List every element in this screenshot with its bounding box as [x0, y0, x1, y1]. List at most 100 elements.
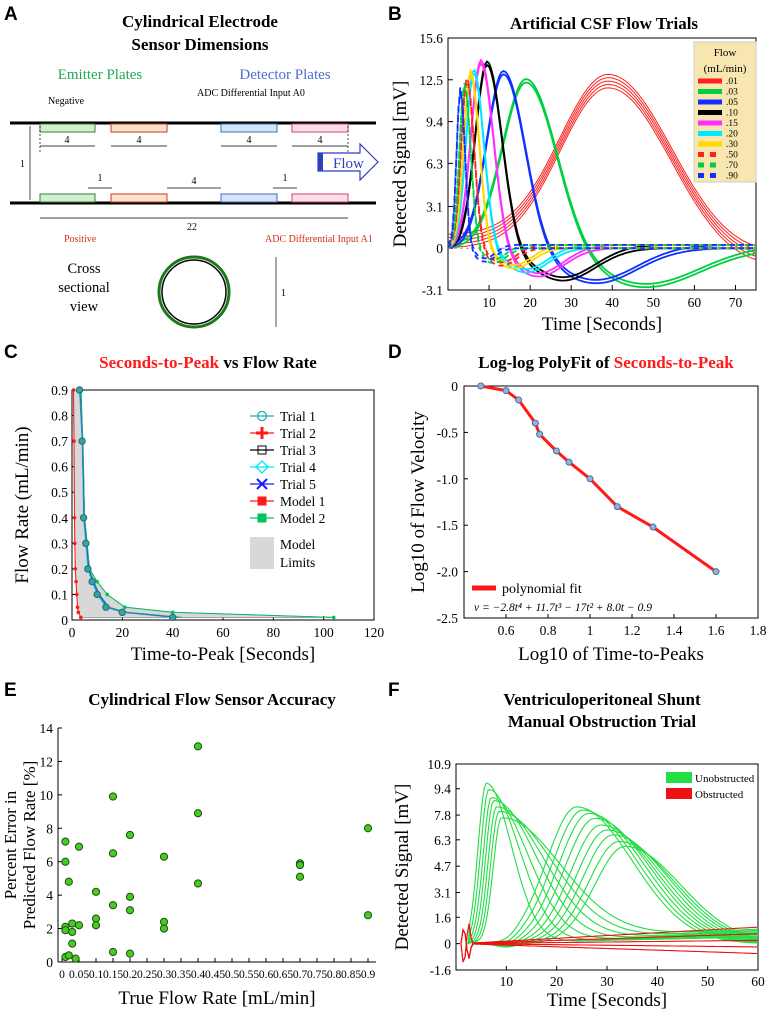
- data-point: [108, 849, 118, 858]
- x-tick-label: 10: [482, 295, 496, 310]
- model-1-point: [79, 615, 83, 620]
- detector-plates-label: Detector Plates: [239, 67, 330, 83]
- data-point: [536, 430, 544, 438]
- data-point: [552, 447, 560, 455]
- data-point: [61, 837, 70, 846]
- legend-limits-swatch: [250, 537, 274, 569]
- y-tick-label: 15.6: [419, 31, 443, 46]
- cross-label-1: Cross: [67, 261, 100, 277]
- data-point: [68, 939, 77, 948]
- y-tick-label: -1.5: [437, 518, 459, 533]
- y-tick-label: 8: [46, 821, 53, 836]
- data-point: [61, 857, 70, 866]
- x-tick-label: 0.35: [171, 969, 191, 981]
- data-point: [586, 475, 594, 483]
- flow-arrow: Flow: [317, 142, 379, 182]
- model-1-point: [72, 515, 77, 520]
- y-tick-label: 0: [61, 613, 68, 628]
- dimension-lines: [29, 126, 349, 219]
- panel-e-label: E: [4, 680, 17, 701]
- trial-point: [82, 539, 90, 548]
- dim-4-gap: 4: [192, 176, 197, 187]
- data-point: [108, 947, 118, 957]
- positive-label: Positive: [64, 234, 97, 245]
- x-tick-label: 0.4: [191, 969, 206, 981]
- x-tick-label: 0.25: [137, 969, 157, 981]
- y-tick-label: 12: [40, 754, 54, 769]
- model-2-point: [170, 610, 175, 615]
- legend-marker: [256, 410, 268, 422]
- legend-marker: [257, 445, 267, 455]
- data-point: [64, 951, 73, 960]
- data-point: [363, 824, 373, 833]
- chart-title: Log-log PolyFit of Seconds-to-Peak: [478, 353, 734, 372]
- y-tick-label: 0.1: [51, 587, 68, 602]
- x-tick-label: 0.7: [293, 969, 308, 981]
- legend-marker: [257, 496, 267, 506]
- model-1-point: [75, 605, 80, 610]
- panel-a-title-line2: Sensor Dimensions: [131, 35, 269, 54]
- cross-dim-1: 1: [281, 288, 286, 299]
- chart-title: Seconds-to-Peak vs Flow Rate: [99, 353, 317, 372]
- plot-frame: [71, 389, 375, 621]
- data-point: [125, 830, 135, 840]
- model-2-point: [105, 592, 110, 597]
- unobstructed-fast-curve: [466, 797, 759, 945]
- x-tick-label: 30: [564, 295, 578, 310]
- model-1-point: [72, 541, 77, 546]
- panel-a-label: A: [4, 4, 18, 25]
- data-point: [61, 926, 70, 935]
- trial-point: [118, 608, 127, 617]
- dim-4-d: 4: [318, 135, 323, 146]
- flow-label: Flow: [333, 156, 364, 172]
- y-tick-label: 0: [451, 379, 458, 394]
- unobstructed-slow-curve: [481, 806, 757, 944]
- data-point: [649, 523, 657, 531]
- obstructed-curve: [460, 928, 758, 959]
- y-tick-label: 7.8: [434, 808, 451, 823]
- fit-equation: v = −2.8t⁴ + 11.7t³ − 17t² + 8.0t − 0.9: [474, 602, 652, 614]
- series-line-01: [447, 73, 757, 247]
- y-tick-label: 4.7: [434, 859, 451, 874]
- series-line-05: [447, 73, 756, 285]
- series-line-01: [447, 77, 757, 250]
- adc0-label: ADC Differential Input A0: [197, 88, 305, 99]
- x-tick-label: 0.85: [341, 969, 361, 981]
- data-point: [71, 954, 80, 963]
- y-tick-label: -2.0: [437, 565, 459, 580]
- x-axis-label: Time [Seconds]: [542, 314, 662, 335]
- x-tick-label: 60: [751, 974, 765, 989]
- y-axis-label: Detected Signal [mV]: [392, 784, 413, 951]
- legend-entry: Trial 5: [280, 477, 316, 492]
- trial-point: [79, 514, 88, 522]
- data-point: [193, 879, 203, 888]
- model-1-point: [76, 610, 81, 615]
- trial-line: [79, 389, 182, 618]
- model-1-point: [71, 388, 76, 392]
- legend-entry: Model 2: [280, 511, 325, 526]
- legend-title-1: Flow: [714, 47, 737, 59]
- panel-a: A Cylindrical Electrode Sensor Dimension…: [0, 0, 384, 338]
- unobstructed-slow-curve: [481, 829, 758, 948]
- data-point: [159, 852, 169, 861]
- unobstructed-fast-curve: [466, 789, 759, 945]
- legend-entry: Trial 3: [280, 443, 316, 458]
- data-point: [125, 906, 135, 915]
- x-tick-label: 20: [116, 625, 130, 640]
- data-point: [159, 917, 169, 926]
- detector-plate-bottom-a0: [220, 193, 278, 203]
- detector-plate-top-a1: [291, 123, 349, 133]
- x-tick-label: 0.6: [498, 623, 515, 638]
- y-tick-label: 6: [46, 855, 53, 870]
- dim-4-a: 4: [65, 135, 70, 146]
- legend-entry: Model: [280, 537, 315, 552]
- legend-entry: .03: [726, 88, 738, 98]
- legend-marker: [255, 460, 269, 474]
- model-1-point: [74, 579, 78, 584]
- data-point: [531, 419, 539, 427]
- data-point: [91, 921, 101, 930]
- model-2-point: [123, 605, 127, 610]
- panel-d: D Log-log PolyFit of Seconds-to-Peak 0 -0.5…: [384, 338, 768, 676]
- y-tick-label: 6.3: [426, 156, 443, 171]
- detector-plate-bottom-a1: [291, 193, 349, 203]
